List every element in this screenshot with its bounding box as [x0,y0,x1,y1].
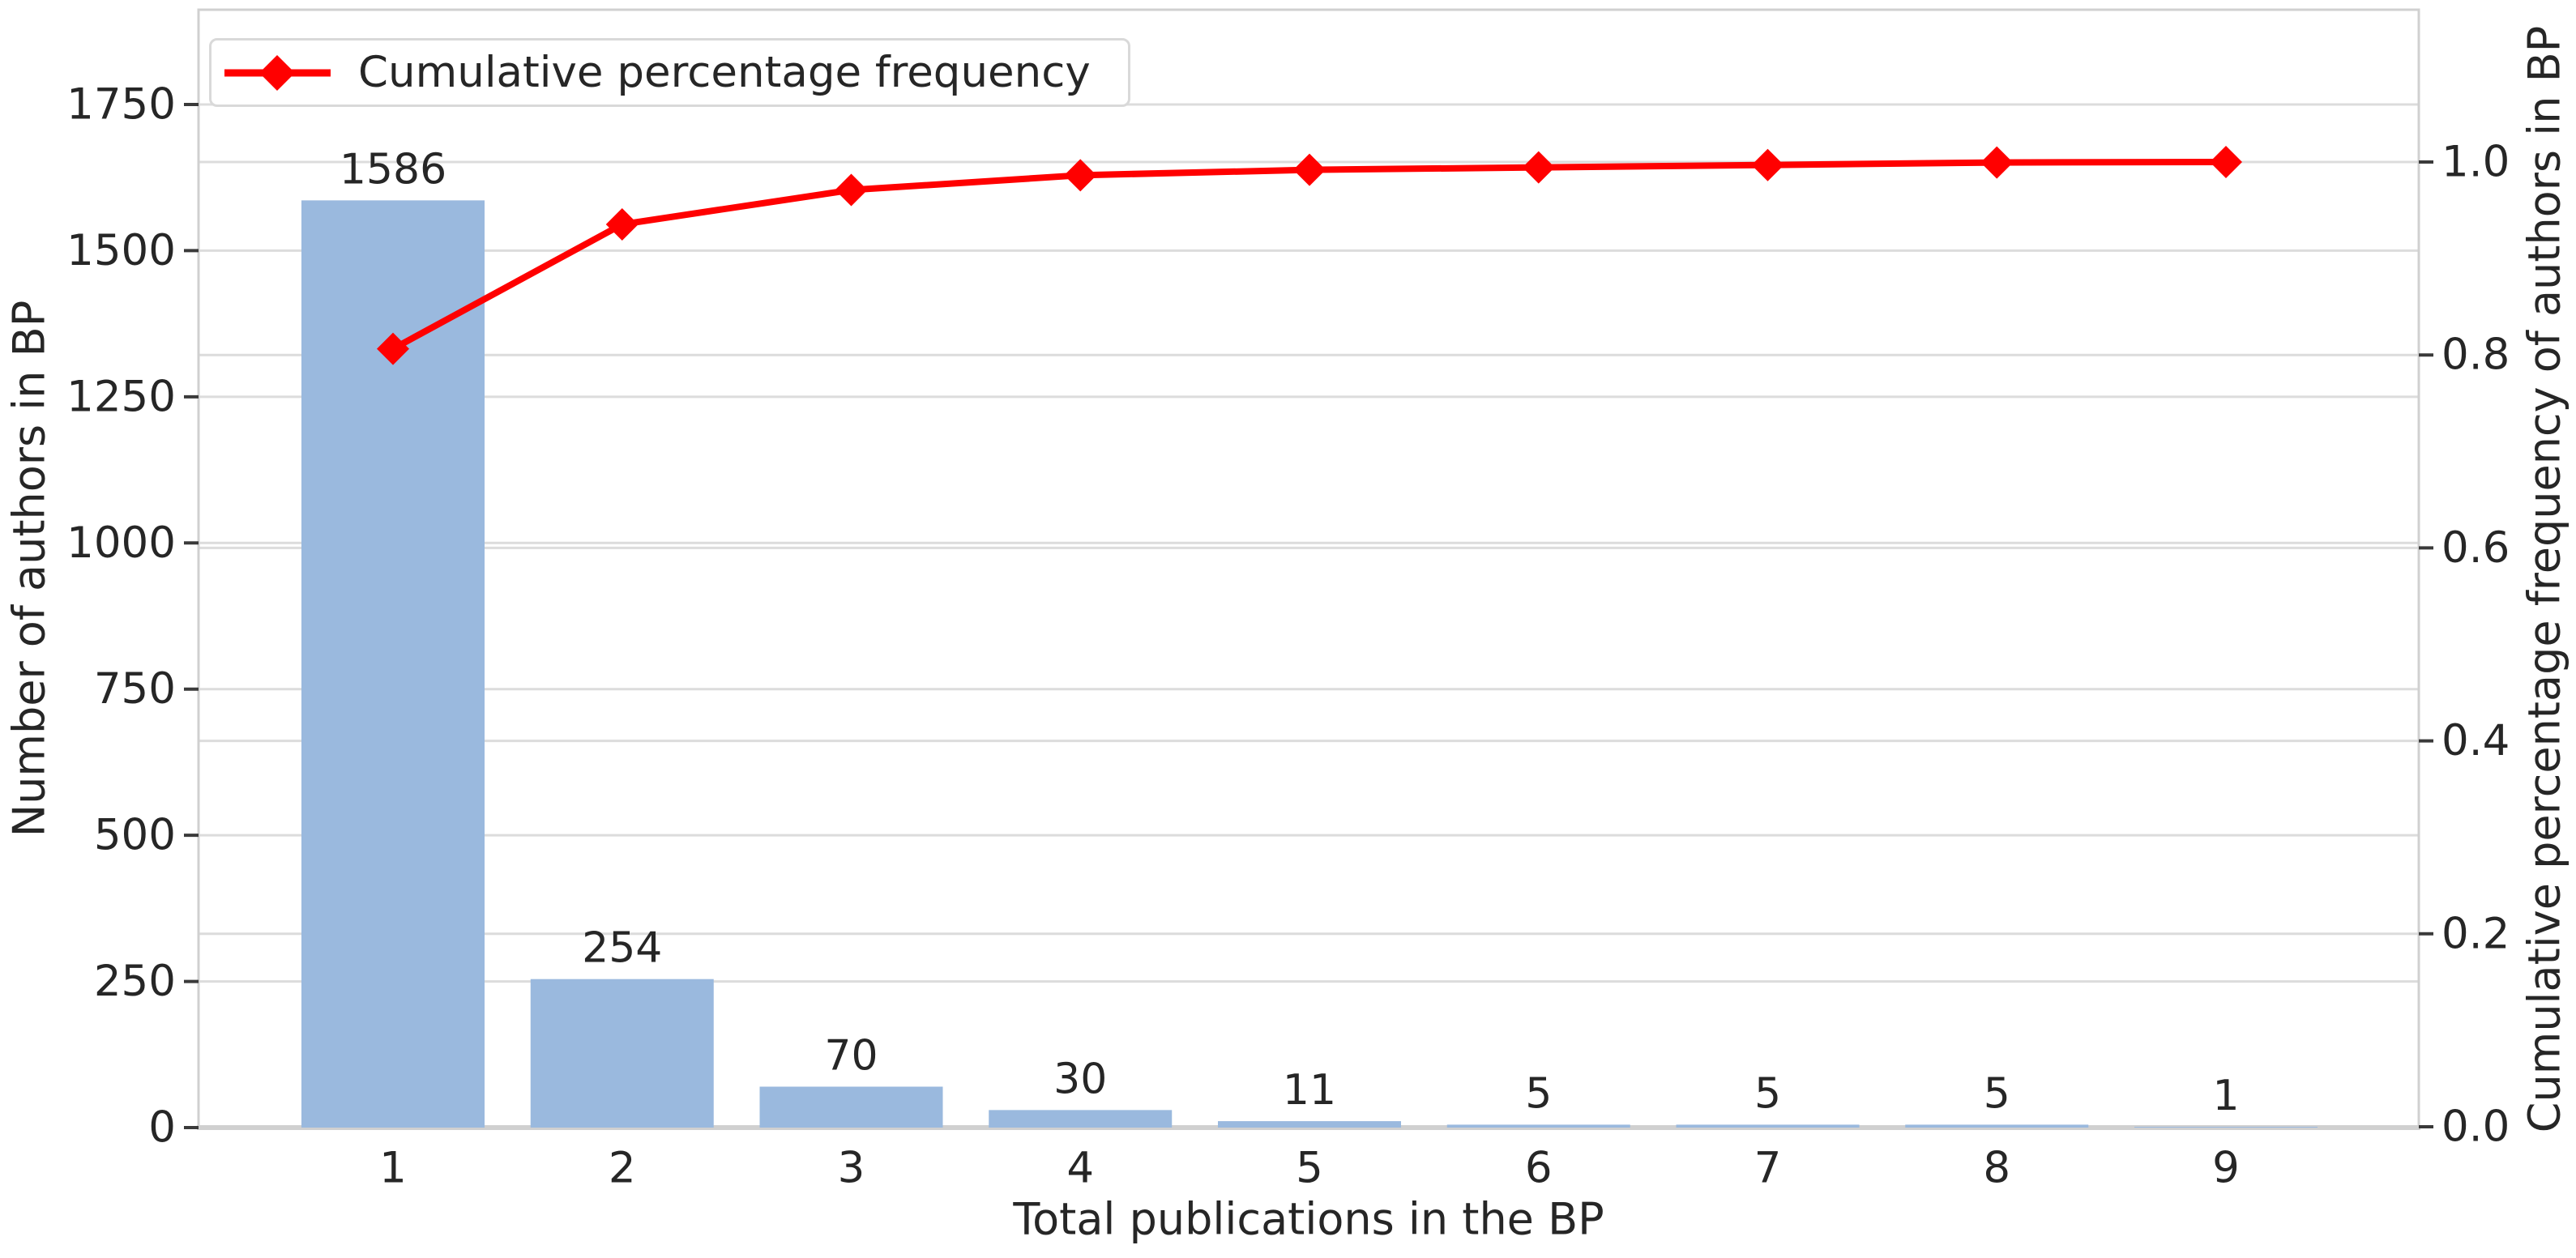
y-tick-label-left: 1500 [66,226,176,275]
cumulative-point [1522,151,1555,184]
x-tick-label: 2 [609,1144,636,1193]
cumulative-point [377,332,409,365]
x-tick-label: 1 [379,1144,407,1193]
bar [1218,1121,1401,1128]
x-tick-label: 6 [1525,1144,1553,1193]
bar [1905,1124,2089,1128]
x-tick-label: 8 [1983,1144,2010,1193]
cumulative-point [605,207,639,241]
y-tick-label-left: 0 [148,1103,176,1153]
bar-value-label: 254 [582,924,662,973]
y-tick-label-right: 1.0 [2441,138,2510,187]
cumulative-line [391,159,2227,352]
y-tick-label-right: 0.4 [2441,716,2510,765]
y-tick-label-right: 0.2 [2441,909,2510,958]
y-tick-label-right: 0.6 [2441,523,2510,573]
bar [1446,1124,1630,1128]
bar-value-label: 5 [1754,1069,1781,1118]
bar-value-label: 5 [1525,1069,1552,1118]
x-tick-label: 4 [1066,1144,1094,1193]
y-axis-label-right: Cumulative percentage frequency of autho… [2518,25,2570,1133]
x-tick-label: 9 [2212,1144,2240,1193]
bar [530,979,714,1128]
bar [989,1110,1173,1128]
cumulative-point [1751,148,1784,181]
y-tick-label-left: 1750 [66,80,176,130]
bar [2134,1127,2318,1128]
x-tick-label: 5 [1296,1144,1323,1193]
bar-value-label: 70 [824,1031,878,1080]
y-axis-label-left: Number of authors in BP [3,300,55,838]
bar-value-label: 5 [1984,1069,2010,1118]
cumulative-point [1293,153,1326,186]
y-tick-label-left: 250 [94,957,176,1006]
cumulative-point [1980,146,2014,179]
bar [759,1086,943,1128]
bar-value-label: 30 [1053,1055,1107,1103]
bar-value-label: 1 [2212,1072,2239,1120]
legend-label: Cumulative percentage frequency [358,48,1091,97]
legend-marker-icon [224,54,331,91]
x-tick-label: 3 [838,1144,865,1193]
y-tick-label-right: 0.0 [2441,1102,2510,1152]
cumulative-point [2210,146,2242,178]
y-tick-label-left: 1250 [66,372,176,421]
y-tick-label-left: 750 [94,664,176,714]
bar-value-label: 11 [1283,1066,1336,1115]
bar [1676,1124,1860,1128]
bar-value-label: 1586 [340,145,446,194]
cumulative-point [835,173,868,207]
y-tick-label-left: 500 [94,811,176,860]
cumulative-point [1064,159,1097,192]
x-axis-label: Total publications in the BP [1013,1193,1604,1245]
x-tick-label: 7 [1754,1144,1782,1193]
legend: Cumulative percentage frequency [209,38,1130,107]
y-tick-label-left: 1000 [66,518,176,568]
y-tick-label-right: 0.8 [2441,330,2510,380]
